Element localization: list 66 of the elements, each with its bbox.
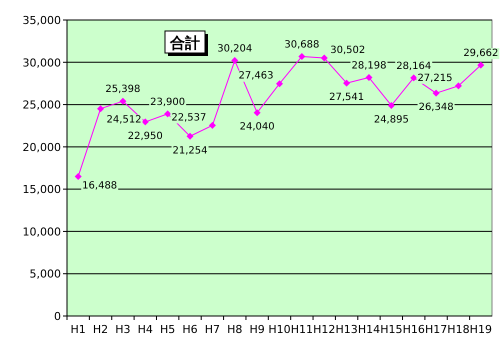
text: 24,512 [106, 114, 142, 126]
y-tick-label: 35,000 [22, 14, 61, 27]
point [388, 102, 395, 109]
text: 30,204 [217, 44, 252, 55]
point [74, 173, 82, 180]
point [164, 110, 172, 118]
text: 29,662 [463, 48, 498, 60]
x-tick-label: H8 [227, 323, 242, 336]
point [410, 74, 418, 82]
text: 23,900 [150, 96, 186, 108]
text: 24,895 [374, 114, 409, 126]
text: 28,198 [351, 60, 386, 72]
x-tick-label: H9 [249, 323, 265, 336]
x-tick-label: H1 [70, 323, 86, 336]
point [477, 62, 484, 69]
point [97, 105, 104, 112]
text: 28,164 [396, 60, 432, 72]
point [454, 82, 462, 90]
x-tick-label: H19 [470, 323, 492, 336]
y-tick-label: 0 [54, 310, 61, 323]
text: 26,348 [418, 102, 454, 114]
point [186, 132, 194, 140]
x-tick-label: H4 [138, 323, 153, 336]
x-tick-label: H14 [358, 323, 380, 336]
x-tick-label: H12 [313, 323, 336, 336]
point [343, 80, 350, 87]
point [208, 122, 216, 129]
x-tick-label: H10 [268, 323, 291, 336]
text: 合計 [169, 34, 200, 52]
text: 22,950 [128, 130, 163, 142]
x-tick-label: H6 [182, 323, 198, 336]
text: 27,541 [329, 92, 364, 104]
y-tick-label: 20,000 [22, 140, 61, 154]
x-tick-label: H18 [447, 323, 470, 336]
text: 30,502 [330, 45, 366, 56]
text: 27,463 [238, 70, 274, 82]
y-tick-label: 15,000 [22, 183, 61, 196]
text: 25,398 [105, 84, 140, 96]
x-tick-label: H5 [160, 323, 176, 336]
y-tick-label: 30,000 [22, 56, 61, 70]
text: 16,488 [82, 180, 118, 192]
x-tick-label: H13 [335, 323, 358, 336]
point [119, 98, 126, 105]
text: 22,537 [171, 112, 206, 124]
x-tick-label: H7 [204, 323, 220, 336]
y-tick-label: 25,000 [22, 98, 61, 112]
x-tick-label: H16 [402, 323, 425, 336]
x-tick-label: H3 [115, 323, 131, 336]
point [142, 118, 149, 126]
point [365, 74, 372, 82]
point [432, 90, 440, 97]
point [254, 109, 261, 116]
text: 27,215 [417, 72, 452, 84]
x-tick-label: H2 [92, 323, 108, 336]
text: 21,254 [172, 145, 208, 156]
x-tick-label: H17 [424, 323, 448, 336]
x-tick-label: H15 [380, 323, 402, 336]
text: 24,040 [240, 122, 275, 133]
y-tick-label: 5,000 [30, 268, 61, 281]
point [231, 57, 238, 64]
x-tick-label: H11 [290, 323, 314, 336]
point [320, 54, 328, 62]
text: 30,688 [284, 39, 320, 50]
point [276, 80, 283, 88]
point [298, 52, 306, 60]
y-tick-label: 10,000 [22, 225, 61, 238]
